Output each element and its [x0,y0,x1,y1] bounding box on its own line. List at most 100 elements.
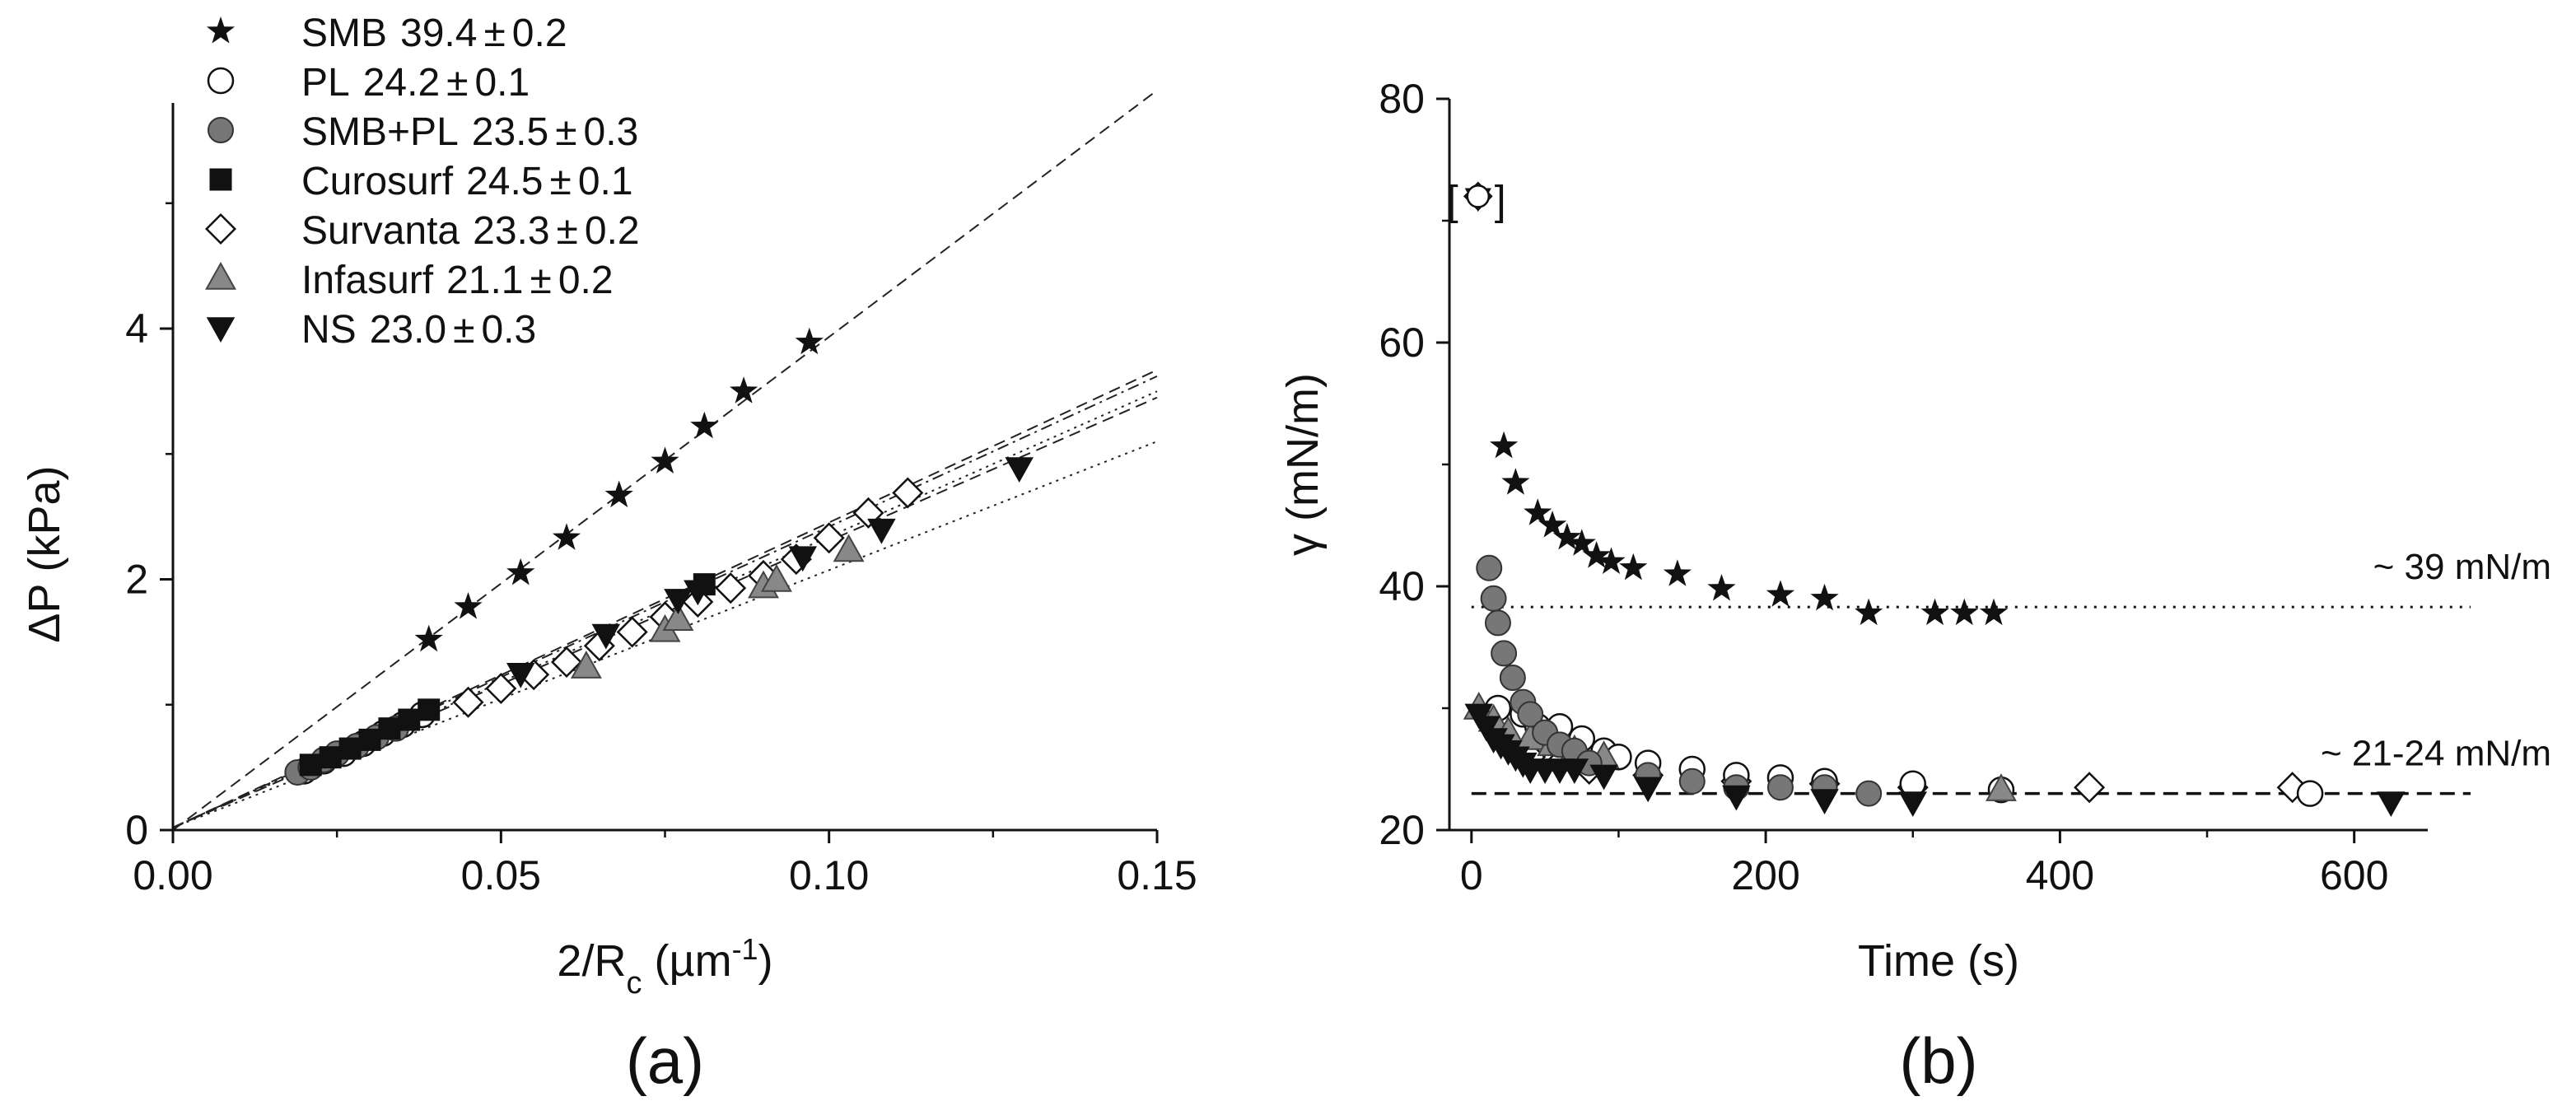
point-ns [684,580,712,606]
y-tick-label: 20 [1379,807,1425,853]
point-smb [506,558,535,585]
x-axis-label-xlabel_unit_close: ) [758,936,773,986]
legend-name: SMB+PL [301,110,459,154]
point-smb [1663,559,1692,586]
point-smb [1707,574,1736,601]
legend-pm: ± [453,308,474,352]
legend-name: PL [301,61,350,105]
legend-marker-curosurf [209,168,232,191]
x-axis-label: Time (s) [1858,936,2019,986]
point-smb+pl [1491,640,1518,667]
point-curosurf [358,728,381,751]
x-tick-label: 0.10 [789,852,869,898]
point-survanta [2074,772,2106,804]
x-tick-label: 0 [1460,852,1483,898]
point-pl [2296,780,2324,807]
legend-err: 0.2 [512,12,567,55]
x-tick-label: 600 [2320,852,2388,898]
point-smb+pl [1484,609,1511,637]
point-curosurf [338,737,362,760]
point-smb [730,376,758,404]
legend-pm: ± [557,209,578,253]
point-survanta [715,572,747,604]
legend-label-survanta: Survanta 23.3 ±0.2 [301,209,640,253]
point-smb [1979,598,2009,626]
y-tick-label: 80 [1379,76,1425,122]
legend-pm: ± [446,61,468,105]
x-axis-label-xlabel_sub: c [626,966,642,1001]
fit-line-pl [172,375,1158,828]
point-smb [1855,598,1883,626]
point-smb [454,592,483,619]
legend-label-curosurf: Curosurf 24.5 ±0.1 [301,160,633,203]
point-curosurf [319,746,342,769]
fit-line-ns [172,396,1158,828]
point-infasurf [570,651,602,679]
x-axis-label-xlabel_sup: -1 [732,932,758,966]
x-tick-label: 400 [2026,852,2094,898]
legend-pm: ± [549,160,571,203]
point-smb+pl [1855,780,1883,807]
legend-err: 0.3 [481,308,536,352]
point-ns [506,662,535,688]
point-ns [1005,457,1034,483]
reference-label-0: ~ 39 mN/m [2373,547,2551,587]
point-survanta [452,686,484,718]
point-smb [1619,553,1648,581]
point-smb+pl [1499,665,1526,691]
point-infasurf [662,603,694,631]
legend-marker-ns [206,317,236,343]
legend-value: 23.0 [370,308,446,352]
legend-err: 0.3 [584,110,639,154]
legend-name: Infasurf [301,259,434,302]
point-smb [1920,598,1949,626]
point-ns [2377,791,2406,817]
legend-err: 0.2 [585,209,640,253]
point-smb [651,446,679,474]
point-smb+pl [1678,767,1706,795]
legend-label-smb: SMB 39.4 ±0.2 [301,12,567,55]
point-smb [414,624,443,652]
point-curosurf [418,698,441,721]
point-ns [1810,789,1839,814]
point-ns [867,518,896,544]
point-smb [1524,498,1552,525]
point-curosurf [378,717,401,740]
legend-label-smb+pl: SMB+PL 23.5 ±0.3 [301,110,638,154]
legend-value: 21.1 [446,259,523,302]
point-smb [795,327,824,355]
legend-marker-infasurf [205,261,236,290]
point-curosurf [398,708,421,731]
point-smb [1538,511,1567,538]
point-smb [1552,522,1581,550]
point-smb [604,480,633,508]
legend-value: 39.4 [400,12,477,55]
point-infasurf [833,534,865,562]
legend-label-ns: NS 23.0 ±0.3 [301,308,536,352]
legend-label-infasurf: Infasurf 21.1 ±0.2 [301,259,614,302]
point-ns [788,546,818,572]
legend-name: Survanta [301,209,460,253]
point-ns [591,623,621,650]
point-ns [1633,777,1663,803]
point-smb [1582,541,1611,568]
point-smb [1501,468,1530,495]
point-smb [690,411,719,439]
y-tick-label: 60 [1379,320,1425,366]
point-survanta [616,616,648,648]
point-ns [1722,785,1751,811]
y-tick-label: 4 [125,306,148,352]
legend-value: 23.3 [473,209,549,253]
point-smb [552,523,581,550]
legend-name: SMB [301,12,387,55]
x-axis-label: 2/Rc (µm-1) [557,932,772,1001]
legend-value: 24.5 [466,160,543,203]
legend-marker-smb+pl [208,117,234,143]
point-smb+pl [1517,701,1544,728]
point-smb+pl [1476,554,1503,581]
legend-label-pl: PL 24.2 ±0.1 [301,61,530,105]
point-smb [1766,580,1795,607]
y-tick-label: 2 [125,557,148,603]
legend-err: 0.1 [578,160,633,203]
